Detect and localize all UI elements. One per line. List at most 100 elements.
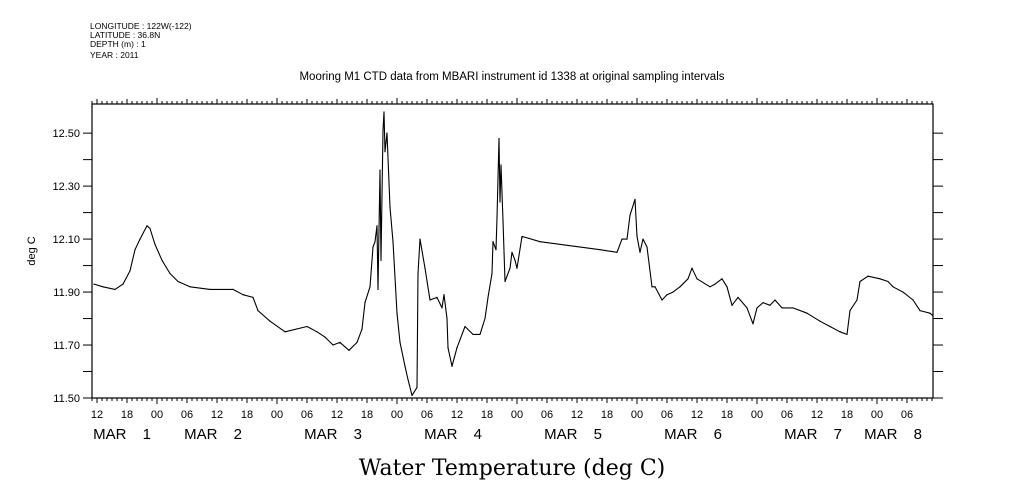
temperature-point	[829, 325, 831, 328]
temperature-point	[498, 137, 500, 140]
temperature-point	[484, 317, 486, 320]
temperature-point	[621, 238, 623, 240]
x-tick-label: 18	[841, 409, 853, 421]
temperature-point	[679, 286, 681, 288]
temperature-point	[687, 278, 689, 280]
x-tick-label: 12	[331, 409, 343, 421]
temperature-point	[416, 386, 418, 389]
temperature-point	[114, 288, 116, 291]
header-longitude: LONGITUDE : 122W(-122)	[90, 21, 192, 31]
temperature-point	[756, 307, 758, 309]
temperature-point	[511, 251, 513, 253]
temperature-point	[451, 365, 453, 367]
temperature-point	[284, 331, 286, 333]
temperature-point	[348, 349, 350, 351]
temperature-point	[436, 296, 438, 298]
temperature-point	[737, 296, 739, 298]
temperature-point	[500, 164, 502, 166]
temperature-point	[369, 286, 371, 288]
temperature-point	[424, 267, 426, 269]
temperature-point	[399, 341, 401, 343]
chart-title: Mooring M1 CTD data from MBARI instrumen…	[299, 71, 724, 83]
temperature-point	[509, 267, 511, 269]
temperature-point	[487, 296, 489, 298]
x-tick-label: 12	[91, 409, 103, 421]
temperature-point	[929, 312, 931, 314]
x-tick-label: 18	[601, 409, 613, 421]
x-tick-label: 00	[391, 409, 403, 421]
temperature-point	[672, 291, 674, 293]
y-tick-label: 11.50	[53, 393, 80, 405]
x-tick-label: 18	[361, 409, 373, 421]
temperature-point	[122, 283, 124, 285]
temperature-point	[879, 278, 881, 280]
temperature-point	[806, 312, 808, 314]
x-tick-label: 06	[181, 409, 193, 421]
header-depth: DEPTH (m) : 1	[90, 39, 146, 49]
temperature-line	[93, 111, 934, 396]
temperature-point	[849, 309, 851, 312]
temperature-point	[411, 394, 413, 396]
x-tick-label: 06	[901, 409, 913, 421]
temperature-point	[382, 129, 384, 132]
temperature-point	[376, 225, 378, 227]
temperature-point	[499, 201, 501, 203]
y-tick-label: 12.10	[52, 234, 80, 246]
temperature-point	[492, 241, 494, 243]
x-tick-label: 00	[271, 409, 283, 421]
temperature-point	[134, 249, 136, 251]
temperature-point	[472, 333, 474, 336]
temperature-point	[374, 241, 376, 243]
header-latitude: LATITUDE : 36.8N	[90, 30, 160, 40]
temperature-point	[177, 280, 179, 283]
temperature-point	[380, 259, 382, 261]
x-axis-title: Water Temperature (deg C)	[359, 456, 666, 481]
x-tick-label: 06	[541, 409, 553, 421]
temperature-point	[496, 217, 498, 219]
temperature-point	[709, 286, 711, 288]
temperature-point	[456, 347, 458, 349]
temperature-point	[232, 288, 234, 291]
temperature-point	[846, 333, 848, 336]
temperature-point	[417, 272, 419, 275]
x-tick-label: 00	[511, 409, 523, 421]
x-tick-label: 18	[121, 409, 133, 421]
x-tick-label: 18	[721, 409, 733, 421]
temperature-point	[626, 238, 628, 240]
temperature-point	[316, 331, 318, 333]
temperature-point	[269, 320, 271, 322]
y-tick-label: 12.50	[52, 128, 80, 140]
x-tick-label: 12	[811, 409, 823, 421]
temperature-point	[539, 241, 541, 243]
temperature-point	[441, 307, 443, 309]
temperature-point	[762, 302, 764, 304]
temperature-point	[774, 299, 776, 301]
x-day-label: MAR 4	[424, 426, 482, 443]
temperature-point	[867, 275, 869, 277]
temperature-point	[491, 272, 493, 275]
temperature-point	[446, 317, 448, 320]
temperature-point	[447, 347, 449, 349]
temperature-point	[912, 299, 914, 301]
temperature-point	[714, 283, 716, 285]
temperature-point	[252, 296, 254, 298]
temperature-point	[514, 259, 516, 261]
temperature-point	[149, 227, 151, 230]
temperature-point	[636, 235, 638, 238]
temperature-point	[731, 304, 733, 306]
temperature-point	[654, 286, 656, 288]
temperature-point	[306, 325, 308, 328]
temperature-point	[504, 280, 506, 283]
temperature-point	[154, 243, 156, 245]
temperature-point	[161, 259, 163, 261]
x-tick-label: 06	[301, 409, 313, 421]
temperature-point	[752, 323, 754, 325]
temperature-point	[407, 378, 409, 381]
temperature-point	[502, 219, 504, 222]
temperature-point	[819, 320, 821, 322]
temperature-point	[746, 307, 748, 309]
header-year: YEAR : 2011	[90, 50, 139, 60]
temperature-point	[384, 151, 386, 153]
x-tick-label: 18	[481, 409, 493, 421]
